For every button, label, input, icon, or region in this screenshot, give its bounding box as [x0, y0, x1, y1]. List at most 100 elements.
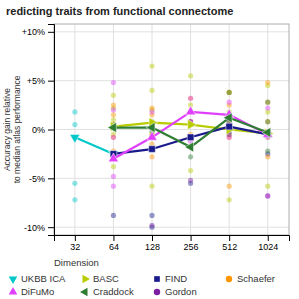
- x-tick: 64: [109, 235, 119, 252]
- mean-marker: [185, 142, 194, 152]
- scatter-point: [227, 90, 232, 95]
- scatter-point: [188, 73, 193, 78]
- scatter-point: [111, 174, 116, 179]
- scatter-point: [188, 178, 193, 183]
- legend-marker: [154, 276, 160, 282]
- x-tick-label: 32: [70, 242, 80, 252]
- x-tick: 512: [222, 235, 237, 252]
- y-tick-mark: [48, 227, 54, 228]
- mean-series: [108, 113, 271, 152]
- y-tick-label: 0%: [32, 125, 45, 135]
- legend-item: Craddock: [80, 286, 134, 297]
- legend-marker: [9, 277, 18, 284]
- mean-marker: [223, 113, 232, 123]
- y-grid-line: [54, 227, 289, 228]
- legend-item: DiFuMo: [9, 286, 55, 297]
- mean-line: [113, 118, 267, 147]
- y-tick: -10%: [24, 223, 54, 233]
- mean-marker: [186, 106, 196, 115]
- mean-marker: [147, 131, 157, 140]
- x-tick-mark: [75, 235, 76, 241]
- mean-marker: [149, 146, 156, 153]
- scatter-point: [227, 197, 232, 202]
- mean-marker: [70, 134, 80, 143]
- scatter-point: [265, 100, 270, 105]
- legend-label: DiFuMo: [21, 286, 54, 297]
- x-tick-mark: [229, 235, 230, 241]
- y-axis-title-line: to median atlas performance: [12, 75, 22, 183]
- y-tick-mark: [48, 81, 54, 82]
- x-tick-label: 64: [109, 242, 119, 252]
- x-axis-title: Dimension: [54, 257, 99, 268]
- legend-marker: [226, 276, 232, 282]
- plot-area: 32 64 128 256 512 1024 -10% -5% 0% +5% +10%: [22, 24, 290, 252]
- data-marks: [70, 63, 274, 229]
- legend-item: UKBB ICA: [9, 273, 66, 284]
- scatter-point: [265, 184, 270, 189]
- y-axis-title: Accuracy gain relativeto median atlas pe…: [2, 75, 22, 183]
- x-tick: 1024: [258, 235, 278, 252]
- scatter-point: [72, 197, 77, 202]
- y-tick-mark: [48, 178, 54, 179]
- scatter-point: [265, 193, 270, 198]
- scatter-point: [111, 135, 116, 140]
- mean-marker: [188, 120, 197, 130]
- scatter-point: [72, 181, 77, 186]
- legend-item: Schaefer: [226, 273, 275, 284]
- scatter-series: [72, 109, 77, 202]
- y-tick-label: -5%: [29, 174, 45, 184]
- legend-marker: [80, 288, 87, 297]
- legend-item: Gordon: [154, 286, 197, 297]
- x-tick-mark: [268, 235, 269, 241]
- scatter-series: [111, 80, 271, 189]
- scatter-series: [111, 80, 271, 199]
- plot-frame: [54, 24, 289, 235]
- scatter-point: [149, 223, 154, 228]
- legend-label: BASC: [93, 273, 119, 284]
- y-tick-label: -10%: [24, 223, 45, 233]
- y-tick-label: +5%: [27, 76, 45, 86]
- scatter-point: [111, 80, 116, 85]
- legend-label: Gordon: [165, 286, 197, 297]
- legend-label: Schaefer: [237, 273, 275, 284]
- scatter-series: [111, 63, 271, 202]
- x-tick-label: 128: [145, 242, 160, 252]
- chart-container: 32641282565121024-10%-5%0%+5%+10%redicti…: [0, 0, 299, 299]
- legend-item: FIND: [154, 273, 187, 284]
- mean-marker: [146, 123, 155, 133]
- scatter-point: [111, 102, 116, 107]
- scatter-point: [149, 88, 154, 93]
- mean-marker: [108, 123, 117, 133]
- scatter-point: [111, 135, 116, 140]
- scatter-point: [111, 93, 116, 98]
- scatter-point: [149, 213, 154, 218]
- scatter-point: [72, 109, 77, 114]
- y-grid-line: [54, 129, 289, 130]
- mean-marker: [187, 134, 194, 141]
- legend-label: Craddock: [93, 286, 134, 297]
- chart-svg: 32641282565121024-10%-5%0%+5%+10%redicti…: [0, 0, 299, 299]
- scatter-point: [227, 90, 232, 95]
- y-grid-line: [54, 31, 289, 32]
- mean-line: [75, 137, 114, 154]
- scatter-point: [111, 107, 116, 112]
- mean-series: [70, 134, 119, 159]
- mean-line: [113, 112, 267, 159]
- mean-line: [113, 127, 267, 154]
- x-tick-label: 512: [222, 242, 237, 252]
- legend: UKBB ICA BASC FIND Schaefer DiFuMo Craddock Go…: [9, 273, 275, 297]
- legend-marker: [9, 287, 18, 294]
- scatter-point: [111, 213, 116, 218]
- y-tick-label: +10%: [22, 27, 45, 37]
- scatter-point: [188, 96, 193, 101]
- x-tick-label: 256: [184, 242, 199, 252]
- scatter-point: [265, 119, 270, 124]
- legend-label: UKBB ICA: [21, 273, 66, 284]
- y-tick: -5%: [29, 174, 54, 184]
- mean-marker: [262, 127, 271, 137]
- y-tick-mark: [48, 32, 54, 33]
- x-axis-line: [55, 236, 290, 242]
- x-tick-mark: [113, 235, 114, 241]
- scatter-point: [227, 184, 232, 189]
- scatter-point: [188, 135, 193, 140]
